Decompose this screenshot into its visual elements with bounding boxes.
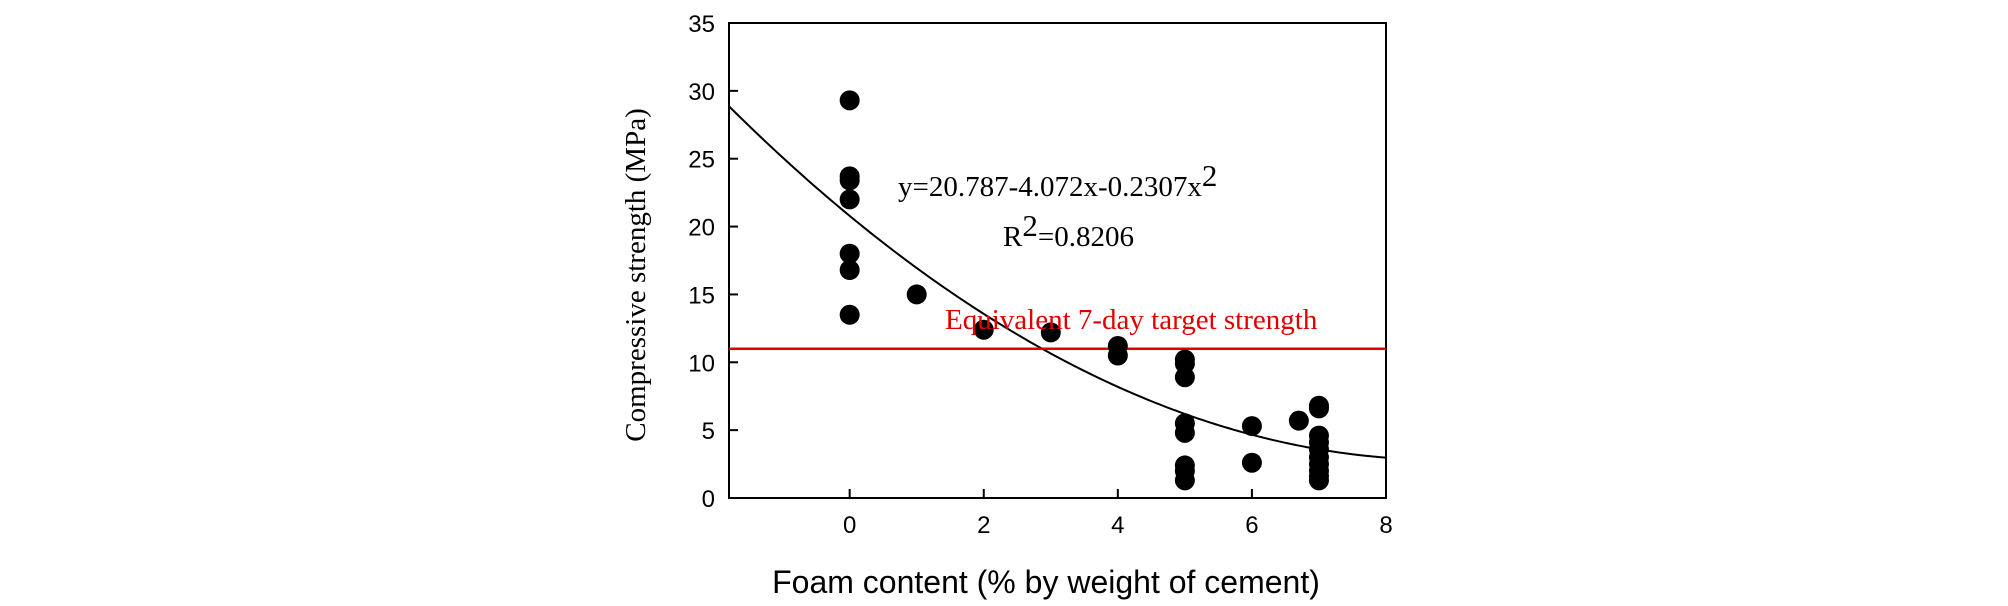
data-point: [906, 284, 927, 305]
data-point: [973, 319, 994, 340]
data-point: [839, 304, 860, 325]
data-point: [839, 243, 860, 264]
data-point: [839, 170, 860, 191]
r-squared-label: R2=0.8206: [1003, 208, 1134, 253]
data-point: [1308, 398, 1329, 419]
data-point: [839, 260, 860, 280]
y-tick-label: 0: [702, 486, 715, 513]
x-tick-label: 4: [1111, 512, 1124, 539]
chart-marks: [728, 90, 1387, 491]
fit-curve: [728, 105, 1387, 459]
x-tick-label: 6: [1245, 512, 1258, 539]
data-point: [1174, 422, 1195, 443]
fit-equation-exponent: 2: [1202, 158, 1218, 193]
y-tick-label: 15: [688, 282, 715, 309]
y-axis-title: Compressive strength (MPa): [620, 108, 652, 441]
x-axis-title: Foam content (% by weight of cement): [772, 564, 1320, 600]
fit-equation-main: y=20.787-4.072x-0.2307x: [898, 171, 1202, 203]
r-squared-value: =0.8206: [1038, 221, 1134, 253]
data-point: [1288, 410, 1309, 431]
data-point: [839, 189, 860, 210]
data-point: [1241, 416, 1262, 437]
y-tick-label: 30: [688, 79, 715, 106]
y-tick-label: 25: [688, 147, 715, 174]
fit-equation: y=20.787-4.072x-0.2307x2: [898, 158, 1217, 203]
data-point: [1241, 452, 1262, 473]
y-tick-label: 5: [702, 418, 715, 445]
x-tick-label: 2: [977, 512, 990, 539]
r-squared-exponent: 2: [1022, 208, 1038, 243]
r-squared-prefix: R: [1003, 221, 1023, 253]
y-tick-label: 35: [688, 11, 715, 38]
data-point: [1040, 322, 1061, 343]
data-point: [1308, 470, 1329, 491]
axes: 0 5 10 15 20 25 30 35 0 2 4 6 8: [688, 11, 1392, 539]
x-tick-label: 8: [1379, 512, 1392, 539]
plot-frame: [728, 22, 1387, 499]
data-point: [839, 90, 860, 111]
target-strength-label: Equivalent 7-day target strength: [945, 304, 1318, 336]
data-point: [1174, 470, 1195, 491]
y-tick-label: 10: [688, 350, 715, 377]
data-point: [1174, 367, 1195, 388]
x-tick-label: 0: [843, 512, 856, 539]
y-tick-label: 20: [688, 215, 715, 242]
data-point: [1107, 345, 1128, 366]
